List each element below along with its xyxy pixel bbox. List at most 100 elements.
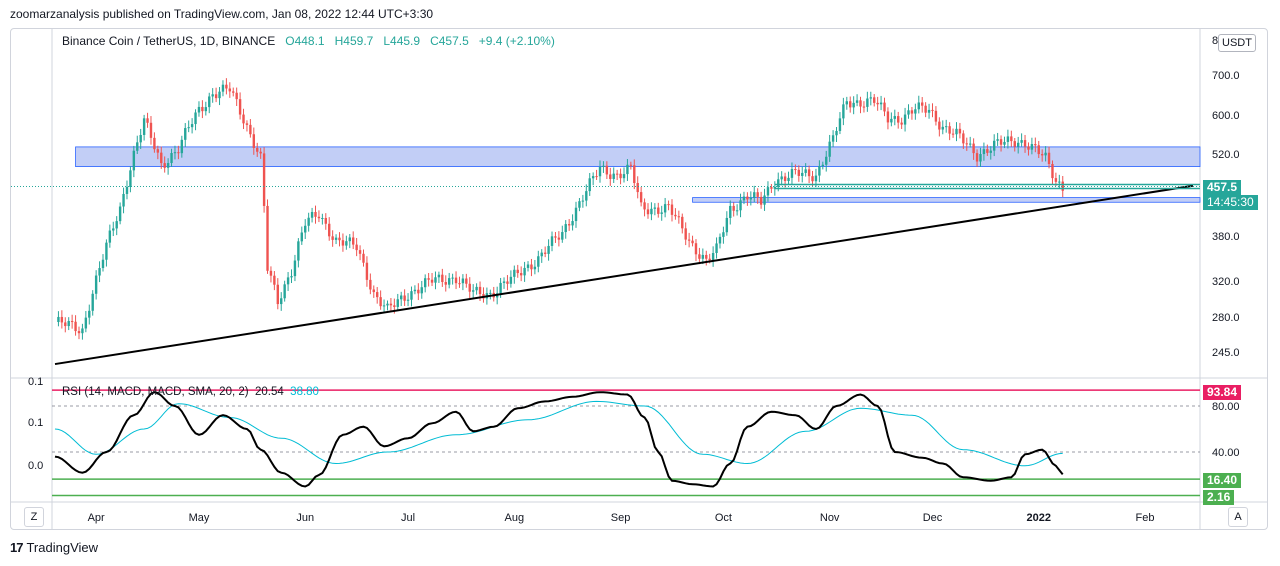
candle-body	[146, 118, 149, 123]
price-axis-label: 280.0	[1212, 312, 1240, 324]
candle-body	[804, 169, 807, 173]
candle-body	[81, 328, 84, 334]
time-axis-label: Feb	[1136, 512, 1155, 524]
candle-body	[77, 331, 81, 334]
candle-body	[602, 165, 605, 168]
candle-body	[968, 143, 972, 145]
candle-body	[310, 211, 314, 218]
candle-body	[639, 192, 643, 203]
candle-body	[352, 237, 355, 245]
candle-body	[691, 240, 694, 244]
candle-body	[811, 176, 814, 182]
candle-body	[122, 193, 125, 207]
candle-body	[519, 273, 523, 276]
candle-body	[1047, 152, 1051, 164]
rsi-ma-line	[54, 400, 1063, 467]
candle-body	[859, 100, 862, 107]
candle-body	[348, 237, 351, 242]
candle-body	[554, 236, 557, 238]
candle-body	[869, 97, 872, 99]
candle-body	[890, 118, 893, 123]
candle-body	[982, 149, 986, 155]
candle-body	[98, 268, 101, 276]
candle-body	[355, 244, 358, 251]
candle-body	[139, 134, 142, 143]
candle-body	[958, 128, 962, 134]
candle-body	[866, 98, 869, 107]
candle-body	[622, 174, 626, 179]
candle-body	[561, 232, 564, 240]
candle-body	[1003, 141, 1006, 145]
zoom-button[interactable]: Z	[24, 507, 44, 527]
candle-body	[434, 277, 437, 283]
rsi-legend: RSI (14, MACD, MACD, SMA, 20, 2) 20.54 3…	[62, 386, 319, 398]
candle-body	[300, 232, 303, 242]
candle-body	[221, 84, 225, 92]
candle-body	[705, 254, 708, 259]
candle-body	[273, 275, 276, 285]
candle-body	[228, 88, 232, 92]
time-axis-label: Apr	[88, 512, 105, 524]
left-axis-label: 0.1	[28, 376, 43, 388]
candle-body	[975, 153, 979, 162]
rsi-legend-ma-value: 38.80	[290, 386, 319, 398]
candle-body	[324, 217, 327, 224]
chart-frame[interactable]	[10, 28, 1268, 530]
candle-body	[136, 142, 139, 151]
candle-body	[797, 169, 801, 176]
candle-body	[715, 243, 718, 253]
candle-body	[787, 177, 790, 182]
candle-body	[280, 298, 283, 305]
candle-body	[232, 91, 235, 93]
candle-body	[211, 94, 214, 97]
candle-body	[454, 277, 458, 284]
candle-body	[801, 172, 804, 176]
candle-body	[1030, 144, 1034, 150]
candle-body	[249, 124, 252, 135]
candle-body	[986, 149, 989, 153]
candle-body	[732, 205, 735, 211]
support-resistance-zone-1	[75, 146, 1201, 167]
candle-body	[903, 114, 907, 125]
candle-body	[650, 208, 653, 215]
time-axis-label: Nov	[820, 512, 840, 524]
currency-unit-button[interactable]: USDT	[1218, 34, 1256, 52]
footer-brand[interactable]: 17 TradingView	[10, 540, 98, 555]
candle-body	[1027, 146, 1030, 150]
candle-body	[163, 163, 166, 168]
candle-body	[526, 264, 530, 268]
candle-body	[917, 102, 920, 110]
candle-body	[612, 173, 615, 179]
price-axis-label: 320.0	[1212, 276, 1240, 288]
candle-body	[307, 217, 310, 226]
candle-body	[753, 192, 756, 198]
candle-body	[838, 118, 842, 131]
candle-body	[417, 289, 420, 294]
candle-body	[153, 137, 156, 150]
time-axis-label: May	[189, 512, 210, 524]
candle-body	[112, 228, 115, 231]
time-axis-label: Aug	[505, 512, 525, 524]
time-axis-label: Oct	[715, 512, 732, 524]
candle-body	[242, 114, 245, 124]
candle-body	[197, 106, 201, 113]
candle-body	[876, 102, 879, 105]
candle-body	[170, 153, 173, 164]
candle-body	[893, 116, 896, 119]
candle-body	[530, 264, 533, 270]
candle-body	[1010, 136, 1013, 142]
legend-high: H459.7	[334, 34, 374, 48]
time-axis-label: Sep	[611, 512, 631, 524]
rsi-legend-label: RSI (14, MACD, MACD, SMA, 20, 2)	[62, 386, 249, 398]
candle-body	[674, 214, 677, 217]
candle-body	[238, 99, 242, 115]
candle-body	[276, 284, 280, 305]
time-axis-label: Jun	[296, 512, 314, 524]
candle-body	[550, 236, 554, 246]
candle-body	[533, 266, 537, 270]
candle-body	[677, 216, 681, 218]
auto-scale-button[interactable]: A	[1228, 507, 1248, 527]
time-axis-label: 2022	[1027, 512, 1051, 524]
candle-body	[938, 121, 941, 130]
